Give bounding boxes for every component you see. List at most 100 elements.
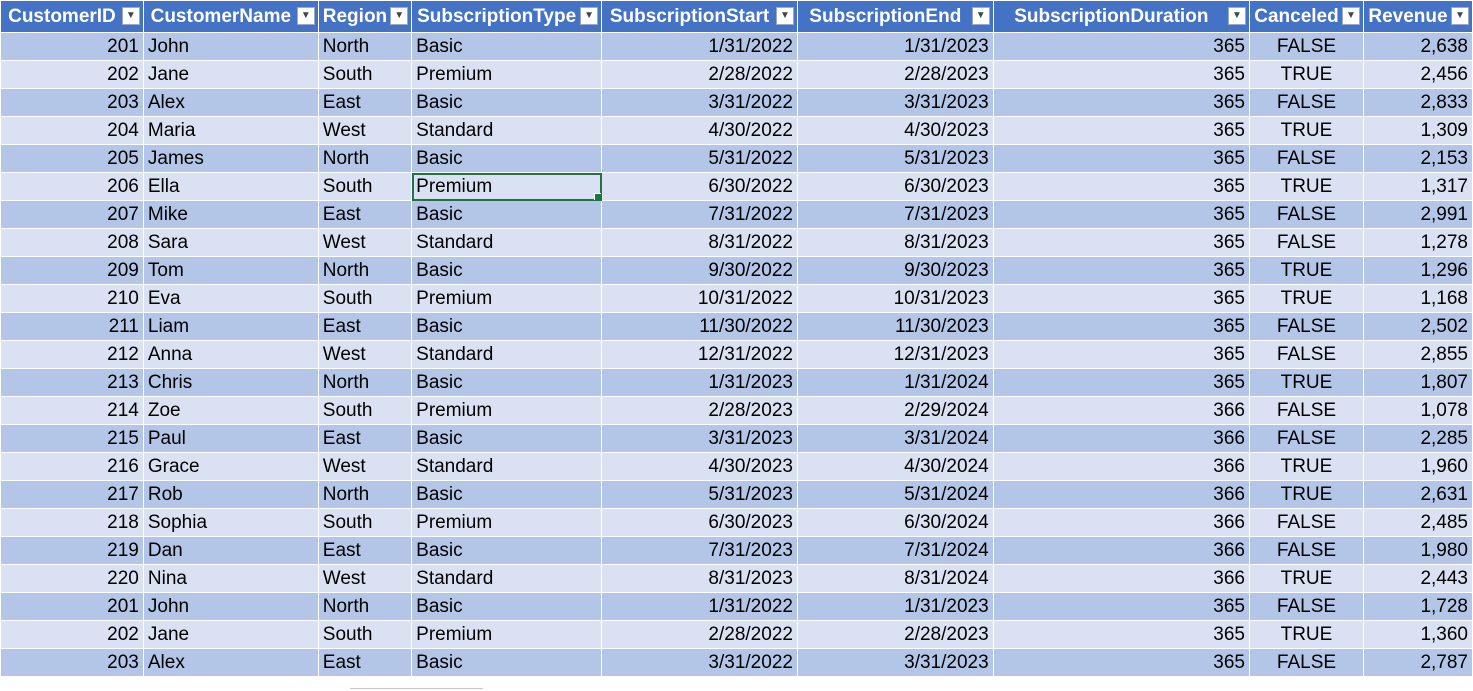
cell-subscriptionstart[interactable]: 6/30/2023: [601, 508, 798, 537]
cell-customername[interactable]: Tom: [142, 256, 319, 285]
cell-revenue[interactable]: 1,360: [1362, 620, 1473, 649]
cell-customername[interactable]: Sophia: [142, 508, 319, 537]
cell-canceled[interactable]: TRUE: [1248, 60, 1364, 89]
cell-revenue[interactable]: 1,278: [1362, 228, 1473, 257]
cell-subscriptionstart[interactable]: 6/30/2022: [601, 172, 798, 201]
cell-customername[interactable]: Alex: [142, 648, 319, 677]
column-header-customername[interactable]: CustomerName ▼: [142, 0, 319, 33]
column-header-customerid[interactable]: CustomerID ▼: [0, 0, 144, 33]
cell-subscriptionduration[interactable]: 365: [992, 312, 1250, 341]
cell-customerid[interactable]: 201: [0, 592, 144, 621]
cell-customername[interactable]: Maria: [142, 116, 319, 145]
cell-subscriptionend[interactable]: 3/31/2024: [796, 424, 994, 453]
cell-region[interactable]: East: [317, 424, 413, 453]
cell-subscriptionduration[interactable]: 365: [992, 340, 1250, 369]
cell-subscriptionstart[interactable]: 11/30/2022: [601, 312, 798, 341]
cell-customername[interactable]: Ella: [142, 172, 319, 201]
cell-customerid[interactable]: 215: [0, 424, 144, 453]
cell-customerid[interactable]: 218: [0, 508, 144, 537]
cell-revenue[interactable]: 2,485: [1362, 508, 1473, 537]
cell-region[interactable]: West: [317, 452, 413, 481]
cell-subscriptionend[interactable]: 12/31/2023: [796, 340, 994, 369]
cell-subscriptiontype[interactable]: Basic: [411, 32, 603, 61]
cell-subscriptionduration[interactable]: 365: [992, 200, 1250, 229]
cell-customerid[interactable]: 202: [0, 620, 144, 649]
cell-subscriptionduration[interactable]: 366: [992, 424, 1250, 453]
cell-subscriptiontype[interactable]: Standard: [411, 564, 603, 593]
cell-revenue[interactable]: 1,168: [1362, 284, 1473, 313]
column-header-canceled[interactable]: Canceled ▼: [1248, 0, 1364, 33]
cell-subscriptionstart[interactable]: 7/31/2022: [601, 200, 798, 229]
cell-canceled[interactable]: TRUE: [1248, 368, 1364, 397]
cell-subscriptionend[interactable]: 3/31/2023: [796, 648, 994, 677]
cell-subscriptionduration[interactable]: 365: [992, 116, 1250, 145]
cell-subscriptionstart[interactable]: 2/28/2022: [601, 620, 798, 649]
cell-canceled[interactable]: FALSE: [1248, 424, 1364, 453]
cell-subscriptionstart[interactable]: 3/31/2022: [601, 648, 798, 677]
cell-canceled[interactable]: FALSE: [1248, 32, 1364, 61]
cell-subscriptiontype[interactable]: Basic: [411, 256, 603, 285]
cell-subscriptionduration[interactable]: 365: [992, 592, 1250, 621]
cell-subscriptionduration[interactable]: 366: [992, 396, 1250, 425]
cell-canceled[interactable]: TRUE: [1248, 284, 1364, 313]
cell-subscriptionend[interactable]: 5/31/2023: [796, 144, 994, 173]
column-header-subscriptionduration[interactable]: SubscriptionDuration ▼: [992, 0, 1250, 33]
cell-canceled[interactable]: FALSE: [1248, 508, 1364, 537]
cell-subscriptionend[interactable]: 7/31/2023: [796, 200, 994, 229]
cell-subscriptionend[interactable]: 8/31/2023: [796, 228, 994, 257]
cell-subscriptiontype[interactable]: Premium: [411, 396, 603, 425]
cell-canceled[interactable]: TRUE: [1248, 256, 1364, 285]
cell-subscriptionend[interactable]: 2/28/2023: [796, 60, 994, 89]
cell-subscriptionstart[interactable]: 5/31/2023: [601, 480, 798, 509]
filter-dropdown-icon[interactable]: ▼: [1227, 7, 1246, 25]
cell-subscriptionend[interactable]: 11/30/2023: [796, 312, 994, 341]
cell-canceled[interactable]: FALSE: [1248, 312, 1364, 341]
cell-subscriptionend[interactable]: 8/31/2024: [796, 564, 994, 593]
cell-subscriptionstart[interactable]: 5/31/2022: [601, 144, 798, 173]
cell-subscriptiontype[interactable]: Basic: [411, 480, 603, 509]
cell-subscriptiontype[interactable]: Premium: [411, 508, 603, 537]
cell-region[interactable]: East: [317, 88, 413, 117]
cell-subscriptionduration[interactable]: 366: [992, 480, 1250, 509]
cell-subscriptionend[interactable]: 10/31/2023: [796, 284, 994, 313]
cell-customername[interactable]: Rob: [142, 480, 319, 509]
cell-subscriptionstart[interactable]: 8/31/2023: [601, 564, 798, 593]
cell-revenue[interactable]: 1,309: [1362, 116, 1473, 145]
cell-customername[interactable]: Zoe: [142, 396, 319, 425]
cell-subscriptionduration[interactable]: 365: [992, 228, 1250, 257]
cell-subscriptionend[interactable]: 3/31/2023: [796, 88, 994, 117]
cell-region[interactable]: North: [317, 368, 413, 397]
cell-revenue[interactable]: 2,638: [1362, 32, 1473, 61]
fill-handle[interactable]: [594, 193, 601, 200]
selected-cell[interactable]: Premium: [411, 172, 603, 201]
cell-revenue[interactable]: 2,502: [1362, 312, 1473, 341]
cell-canceled[interactable]: TRUE: [1248, 452, 1364, 481]
cell-customername[interactable]: Alex: [142, 88, 319, 117]
cell-subscriptiontype[interactable]: Standard: [411, 228, 603, 257]
cell-subscriptionduration[interactable]: 365: [992, 60, 1250, 89]
cell-canceled[interactable]: FALSE: [1248, 536, 1364, 565]
cell-customername[interactable]: Jane: [142, 620, 319, 649]
cell-subscriptionend[interactable]: 2/29/2024: [796, 396, 994, 425]
cell-canceled[interactable]: TRUE: [1248, 172, 1364, 201]
cell-revenue[interactable]: 2,285: [1362, 424, 1473, 453]
cell-subscriptionduration[interactable]: 366: [992, 564, 1250, 593]
column-header-region[interactable]: Region ▼: [317, 0, 413, 33]
cell-subscriptionstart[interactable]: 10/31/2022: [601, 284, 798, 313]
cell-subscriptionstart[interactable]: 7/31/2023: [601, 536, 798, 565]
cell-subscriptionstart[interactable]: 4/30/2022: [601, 116, 798, 145]
column-header-revenue[interactable]: Revenue ▼: [1362, 0, 1473, 33]
cell-subscriptionduration[interactable]: 365: [992, 88, 1250, 117]
cell-region[interactable]: East: [317, 648, 413, 677]
cell-subscriptionstart[interactable]: 1/31/2022: [601, 32, 798, 61]
cell-revenue[interactable]: 1,980: [1362, 536, 1473, 565]
cell-region[interactable]: North: [317, 256, 413, 285]
cell-subscriptiontype[interactable]: Basic: [411, 424, 603, 453]
cell-region[interactable]: West: [317, 116, 413, 145]
cell-subscriptiontype[interactable]: Basic: [411, 536, 603, 565]
cell-revenue[interactable]: 2,456: [1362, 60, 1473, 89]
cell-region[interactable]: West: [317, 228, 413, 257]
cell-subscriptionend[interactable]: 1/31/2023: [796, 592, 994, 621]
cell-subscriptionstart[interactable]: 1/31/2022: [601, 592, 798, 621]
filter-dropdown-icon[interactable]: ▼: [1451, 7, 1469, 25]
